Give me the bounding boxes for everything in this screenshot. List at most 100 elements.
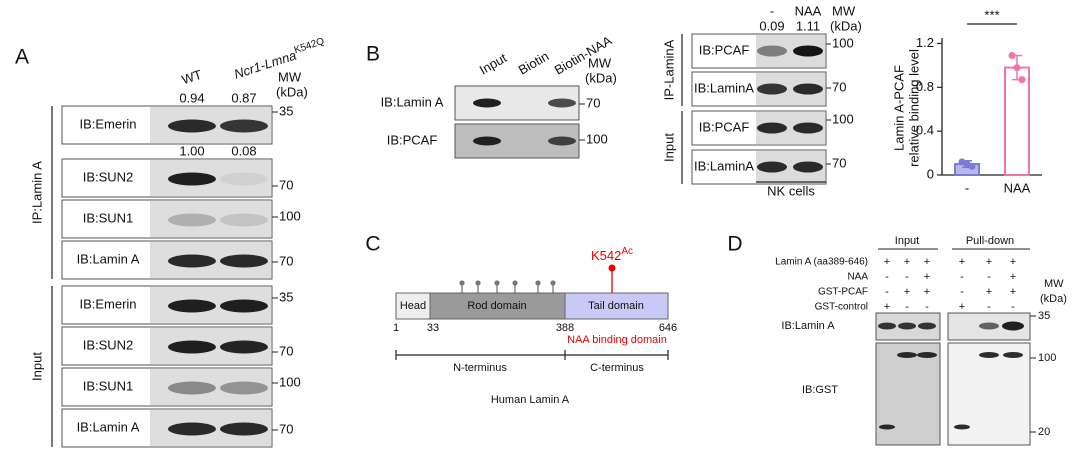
- mw-label: 100: [832, 111, 854, 126]
- mw-label: 100: [279, 208, 301, 223]
- label: (kDa): [276, 84, 308, 99]
- label: MW: [1044, 278, 1064, 290]
- band: [1003, 352, 1023, 358]
- group-label: Input: [661, 133, 676, 162]
- blot-label: IB:PCAF: [699, 42, 750, 57]
- mw-label: 100: [279, 374, 301, 389]
- panel-letter: A: [15, 46, 29, 69]
- blot-label: IB:PCAF: [699, 119, 750, 134]
- mw-label: 70: [279, 421, 293, 436]
- mw-label: 100: [832, 35, 854, 50]
- band: [168, 119, 216, 133]
- condition-label: GST-control: [815, 302, 868, 313]
- sign: +: [986, 256, 992, 268]
- protein-label: Human Lamin A: [491, 394, 570, 406]
- mw-label: 70: [279, 343, 293, 358]
- blot: [150, 201, 271, 237]
- mw-label: 70: [832, 155, 846, 170]
- cell-label: NK cells: [767, 183, 815, 198]
- quantification: 0.87: [231, 90, 256, 105]
- blot-label: IB:LaminA: [694, 80, 754, 95]
- label: (kDa): [585, 70, 617, 85]
- panel-letter: C: [365, 233, 380, 256]
- band: [473, 136, 501, 146]
- band: [168, 340, 216, 354]
- site: K542: [591, 248, 621, 263]
- panel-letter: D: [727, 233, 742, 256]
- position-label: 388: [556, 322, 574, 334]
- blot-label: IB:Lamin A: [77, 419, 140, 434]
- blot-label: IB:Emerin: [79, 116, 136, 131]
- site-head: [535, 280, 541, 286]
- domain-label: Tail domain: [588, 300, 644, 312]
- mw-label: 100: [1038, 352, 1056, 364]
- blot-label: IB:Lamin A: [781, 320, 835, 332]
- blot-label: IB:SUN2: [83, 169, 134, 184]
- blot-label: IB:Lamin A: [77, 251, 140, 266]
- sign: +: [904, 256, 910, 268]
- site-head: [494, 280, 500, 286]
- band: [220, 340, 268, 354]
- band: [220, 119, 268, 133]
- domain-label: Head: [400, 300, 426, 312]
- y-axis-label: Lamin A-PCAF: [891, 65, 906, 151]
- terminus-label: N-terminus: [453, 362, 507, 374]
- condition-label: NAA: [847, 272, 868, 283]
- group-label: IP-LaminA: [661, 39, 676, 100]
- site-modification: Ac: [621, 246, 633, 257]
- band: [220, 213, 268, 227]
- band: [757, 45, 787, 57]
- band: [757, 83, 787, 95]
- data-point: [1018, 76, 1026, 84]
- position-label: 33: [427, 322, 439, 334]
- sign: +: [1010, 286, 1016, 298]
- terminus-label: C-terminus: [590, 362, 644, 374]
- mw-label: 35: [1038, 310, 1050, 322]
- group-label: IP:Lamin A: [29, 161, 44, 224]
- sign: +: [924, 271, 930, 283]
- group-label: Input: [29, 352, 44, 381]
- band: [793, 83, 823, 95]
- sign: +: [1010, 256, 1016, 268]
- genotype-superscript: K542Q: [293, 36, 326, 56]
- y-tick-label: 1.2: [916, 35, 934, 50]
- mw-label: 35: [279, 103, 293, 118]
- condition-label: Lamin A (aa389-646): [775, 257, 868, 268]
- blot: [947, 342, 1031, 446]
- band: [757, 122, 787, 134]
- mw-label: 100: [586, 131, 608, 146]
- quantification: 0.94: [179, 90, 204, 105]
- band: [548, 98, 576, 108]
- mw-label: 20: [1038, 426, 1050, 438]
- sign: -: [960, 286, 964, 298]
- sign: -: [885, 271, 889, 283]
- band: [897, 352, 917, 358]
- sign: +: [924, 286, 930, 298]
- sign: -: [960, 271, 964, 283]
- sign: -: [925, 301, 929, 313]
- mw-label: 70: [279, 177, 293, 192]
- band: [793, 45, 823, 57]
- blot-label: IB:SUN1: [83, 210, 134, 225]
- sign: -: [987, 301, 991, 313]
- column-header: Input: [477, 50, 510, 78]
- blot-label: IB:SUN2: [83, 337, 134, 352]
- band: [917, 352, 937, 358]
- band: [878, 322, 896, 330]
- blot-label: IB:GST: [802, 384, 838, 396]
- band: [793, 122, 823, 134]
- mw-label: 70: [586, 95, 600, 110]
- label: MW: [832, 3, 856, 18]
- mw-label: 35: [279, 289, 293, 304]
- blot-label: IB:Emerin: [79, 296, 136, 311]
- band: [954, 424, 970, 430]
- data-point: [968, 162, 976, 170]
- band: [168, 299, 216, 313]
- column-header: WT: [180, 67, 204, 88]
- k542-head: [608, 264, 616, 272]
- label: (kDa): [830, 18, 862, 33]
- site-head: [459, 280, 465, 286]
- band: [168, 422, 216, 436]
- column-header: NAA: [795, 3, 822, 18]
- site-head: [550, 280, 556, 286]
